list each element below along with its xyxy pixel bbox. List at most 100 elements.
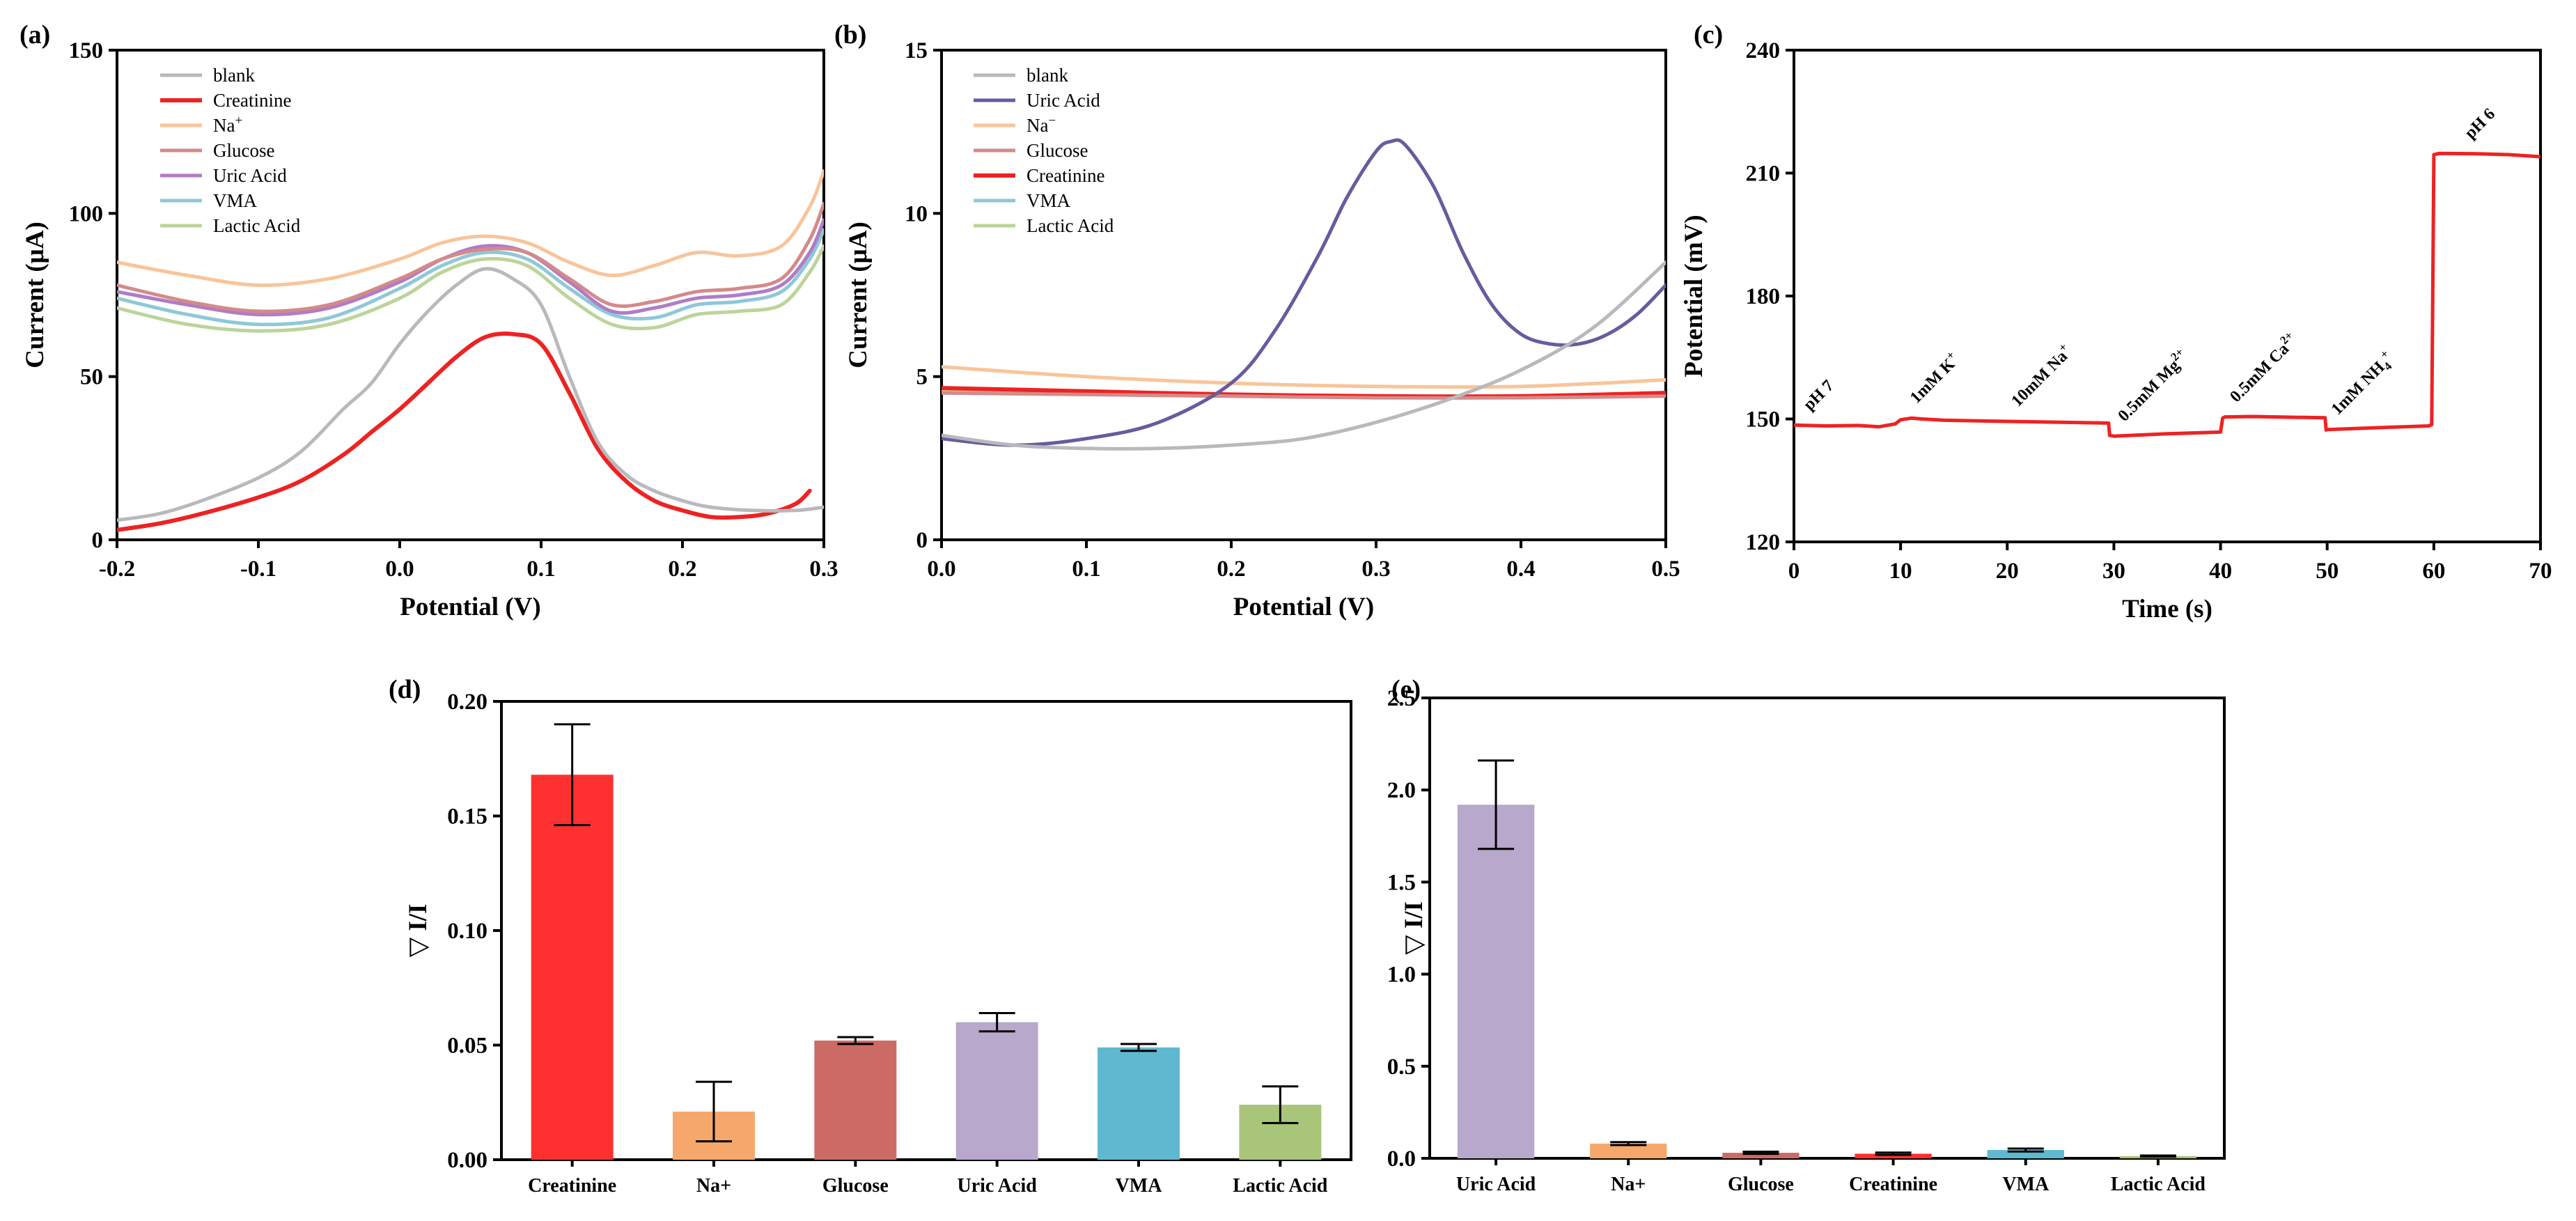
category-label: Lactic Acid — [2111, 1174, 2206, 1195]
x-tick-label: 0.5 — [1651, 557, 1680, 582]
y-tick-label: 150 — [69, 38, 104, 63]
x-tick-label: 50 — [2316, 559, 2339, 584]
y-tick-label: 0.10 — [447, 919, 487, 944]
panel-tag: (c) — [1694, 20, 1723, 49]
legend-label-main: Na — [1027, 115, 1048, 136]
bar-glucose — [814, 1040, 897, 1160]
y-tick-label: 100 — [69, 201, 104, 226]
panel-a: (a) 0 50 100 150 Current (μA) -0.2 -0.1 0.0 0.1 0.… — [19, 20, 838, 621]
y-tick-label: 0.0 — [1387, 1146, 1416, 1172]
x-tick-label: 0.2 — [1217, 557, 1245, 582]
bar-creatinine — [531, 775, 614, 1160]
x-tick-label: 0.4 — [1506, 557, 1535, 582]
y-tick-label: 2.5 — [1387, 686, 1416, 711]
series-line-vma — [117, 228, 824, 327]
y-axis-label: ▽ I/I — [404, 904, 432, 958]
legend-label: Creatinine — [213, 90, 291, 111]
panel-tag: (b) — [834, 20, 866, 49]
series-line-blank — [117, 267, 824, 522]
x-tick-label: 0.0 — [385, 557, 414, 582]
category-label: Creatinine — [528, 1175, 616, 1197]
y-axis-label-symbol: ▽ — [404, 931, 432, 958]
bar-vma — [1987, 1150, 2064, 1158]
legend-label-main: blank — [1027, 65, 1068, 86]
legend-label-main: Lactic Acid — [1027, 215, 1114, 236]
y-axis-label: ▽ I/I — [1400, 901, 1428, 955]
series-line-glucose — [942, 391, 1666, 400]
legend-label-main: Creatinine — [1027, 165, 1104, 186]
y-tick-label: 1.5 — [1387, 870, 1416, 895]
y-axis-label: Current (μA) — [844, 221, 873, 368]
y-axis-label-text: I/I — [1400, 901, 1428, 928]
legend-label-main: Na — [213, 115, 235, 136]
legend-label-main: Glucose — [1027, 140, 1088, 161]
series-line-glucose — [117, 201, 824, 313]
x-tick-label: 40 — [2209, 559, 2232, 584]
legend-label: Uric Acid — [213, 165, 287, 186]
plot-frame — [1428, 697, 2226, 1160]
x-tick-label: 0.1 — [526, 557, 555, 582]
y-tick-label: 0 — [92, 528, 104, 553]
series-line-uric-acid — [942, 138, 1666, 447]
y-axis-label: Potential (mV) — [1680, 215, 1708, 377]
series-line-na- — [117, 169, 824, 288]
legend-label: Creatinine — [1027, 165, 1104, 186]
y-tick-label: 150 — [1746, 407, 1781, 433]
x-tick-label: 0.0 — [927, 557, 955, 582]
panel-b: (b) 0 5 10 15 Current (μA) 0.0 0.1 0.2 0.3 0.4 0.5 P… — [834, 20, 1680, 621]
y-tick-label: 5 — [916, 365, 928, 390]
legend-label-sup: + — [235, 114, 242, 128]
series-line-blank — [942, 260, 1666, 451]
plot-frame — [940, 49, 1667, 541]
legend-label: Na− — [1027, 114, 1056, 136]
category-label: Glucose — [1728, 1174, 1794, 1195]
bar-creatinine — [1855, 1153, 1932, 1158]
y-tick-label: 2.0 — [1387, 778, 1416, 803]
y-tick-label: 1.0 — [1387, 963, 1416, 988]
series-line-lactic-acid — [117, 244, 824, 333]
legend-label: blank — [213, 65, 255, 86]
y-tick-label: 0.20 — [447, 690, 487, 715]
legend-label-main: VMA — [213, 190, 258, 211]
category-label: Na+ — [696, 1175, 731, 1197]
y-axis-label: Current (μA) — [21, 221, 49, 368]
legend-label-sup: − — [1048, 114, 1056, 128]
y-tick-label: 0.05 — [447, 1034, 487, 1059]
category-label: Lactic Acid — [1233, 1175, 1328, 1197]
x-tick-label: 30 — [2102, 559, 2125, 584]
category-label: VMA — [2002, 1174, 2050, 1195]
series-line-na- — [942, 365, 1666, 389]
x-tick-label: 20 — [1996, 559, 2019, 584]
panel-tag: (a) — [19, 20, 50, 49]
panel-e: (e) 0.0 0.5 1.0 1.5 2.0 2.5 ▽ I/I Uric Acid Na+ Gl… — [1387, 675, 2226, 1195]
legend-label-main: VMA — [1027, 190, 1071, 211]
legend-label: VMA — [213, 190, 258, 211]
legend-label: Na+ — [213, 114, 242, 136]
category-label: Na+ — [1611, 1174, 1646, 1195]
y-tick-label: 120 — [1746, 530, 1781, 555]
y-tick-label: 210 — [1746, 162, 1781, 187]
y-tick-label: 0.00 — [447, 1148, 487, 1173]
panel-tag: (d) — [389, 675, 421, 704]
x-axis-label: Potential (V) — [400, 593, 540, 621]
x-axis-label: Time (s) — [2122, 595, 2212, 623]
bar-uric-acid — [955, 1022, 1038, 1160]
legend-label-main: Uric Acid — [213, 165, 287, 186]
x-tick-label: 60 — [2422, 559, 2445, 584]
bar-vma — [1098, 1047, 1180, 1160]
legend-label-main: Uric Acid — [1027, 90, 1100, 111]
legend-label-main: blank — [213, 65, 255, 86]
legend-label: Glucose — [213, 140, 274, 161]
x-tick-label: 0.3 — [1361, 557, 1390, 582]
legend-label: blank — [1027, 65, 1068, 86]
y-tick-label: 0.5 — [1387, 1055, 1416, 1080]
bar-uric-acid — [1457, 804, 1535, 1158]
y-tick-label: 10 — [905, 201, 928, 226]
legend-label: Uric Acid — [1027, 90, 1100, 111]
y-tick-label: 50 — [80, 365, 103, 390]
x-tick-label: 10 — [1889, 559, 1912, 584]
y-axis-label-text: I/I — [404, 904, 432, 931]
plot-frame — [116, 49, 825, 541]
